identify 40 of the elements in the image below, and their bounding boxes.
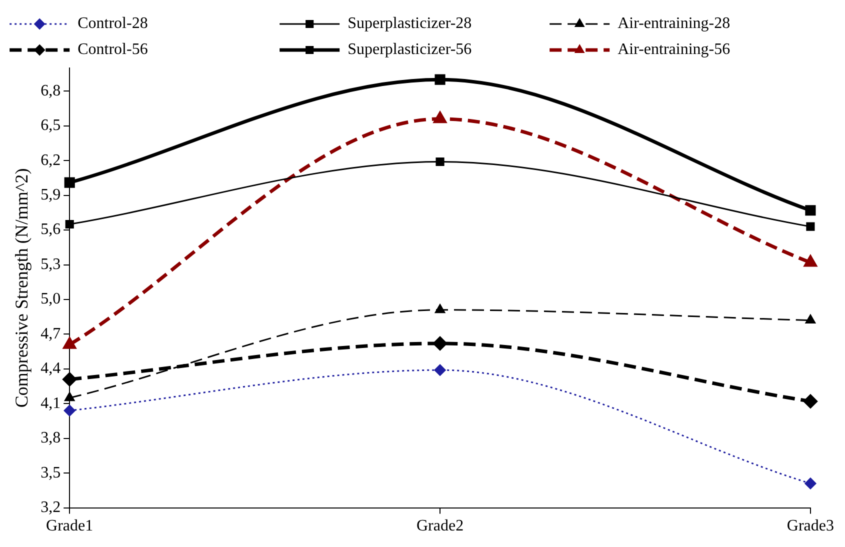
legend-label: Control-56	[78, 41, 148, 58]
point	[64, 338, 76, 349]
point	[804, 256, 817, 267]
point	[805, 205, 816, 216]
point	[433, 336, 447, 350]
y-tick-label: 5,0	[40, 290, 61, 308]
point	[64, 392, 75, 402]
x-tick-label: Grade3	[786, 518, 834, 535]
y-tick-label: 5,3	[40, 256, 61, 273]
x-tick-label: Grade2	[416, 518, 464, 535]
point	[805, 314, 816, 324]
y-tick-label: 5,6	[40, 221, 61, 238]
point	[64, 404, 76, 416]
y-tick-label: 3,2	[40, 499, 61, 516]
point	[436, 157, 444, 166]
legend-label: Control-28	[78, 15, 148, 32]
point	[65, 220, 74, 229]
y-tick-label: 6,8	[40, 82, 61, 100]
point	[804, 394, 818, 408]
legend-label: Air-entraining-28	[618, 15, 730, 32]
y-tick-label: 6,5	[40, 117, 61, 134]
point	[434, 364, 446, 376]
y-tick-label: 6,2	[40, 152, 61, 169]
point	[434, 304, 446, 314]
y-tick-label: 3,8	[40, 430, 61, 447]
legend-label: Air-entraining-56	[618, 41, 730, 58]
y-tick-label: 3,5	[40, 464, 61, 482]
point	[806, 222, 815, 231]
y-tick-label: 4,1	[40, 394, 61, 412]
point	[64, 177, 75, 188]
y-tick-label: 4,4	[40, 360, 61, 378]
y-tick-label: 5,9	[40, 186, 61, 204]
legend-label: Superplasticizer-56	[348, 41, 472, 58]
y-axis-title: Compressive Strength (N/mm^2)	[12, 168, 32, 408]
x-tick-label: Grade1	[46, 518, 94, 535]
legend-label: Superplasticizer-28	[348, 15, 472, 32]
point	[62, 372, 76, 386]
point	[434, 74, 446, 85]
y-tick-label: 4,7	[40, 325, 61, 342]
point	[804, 478, 816, 490]
